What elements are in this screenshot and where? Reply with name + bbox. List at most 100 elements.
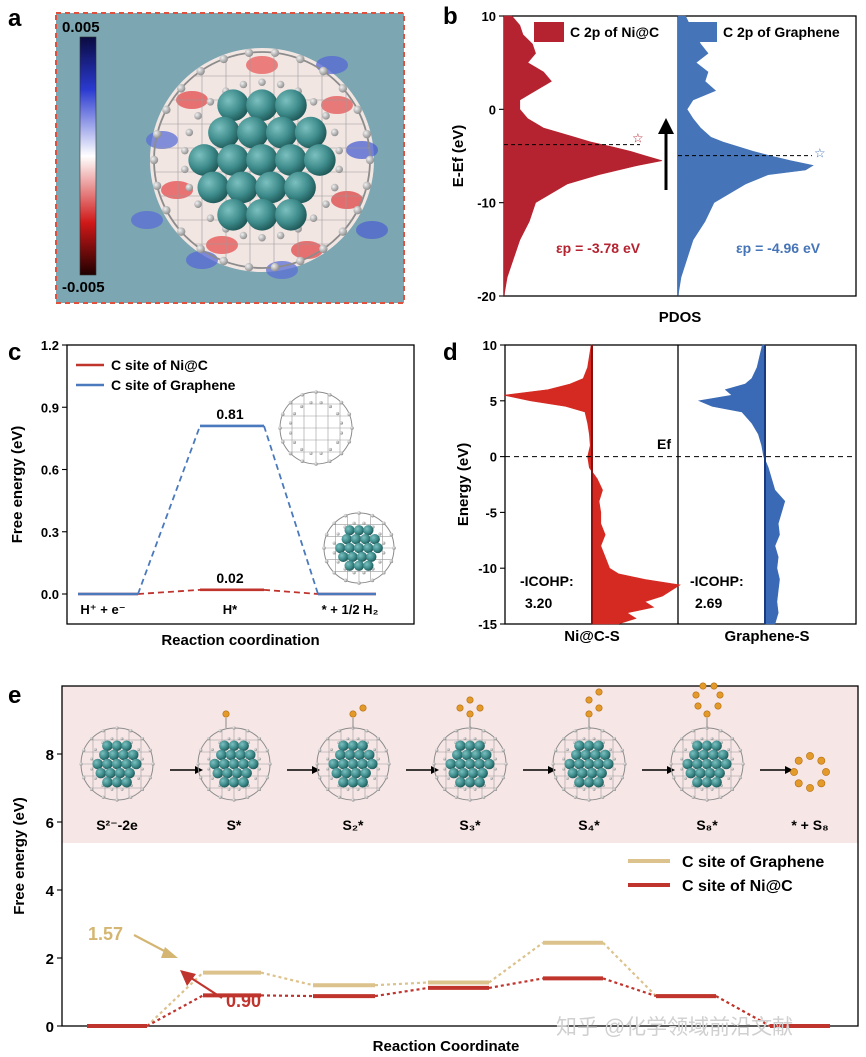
carbon-atom (332, 570, 337, 575)
carbon-atom (442, 787, 447, 792)
carbon-atom (501, 748, 505, 752)
graphene-cage-structure (278, 390, 354, 466)
y-tick-label-c: 0.0 (41, 587, 59, 602)
carbon-atom (328, 447, 333, 452)
carbon-atom (79, 762, 83, 766)
energy-connector-graphene (488, 941, 544, 984)
ni-atom (590, 749, 601, 761)
carbon-atom (362, 571, 366, 575)
category-label-e: S* (227, 817, 242, 833)
carbon-atom (443, 767, 447, 771)
carbon-atom (325, 787, 330, 792)
carbon-atom (276, 231, 285, 240)
carbon-atom (327, 459, 332, 464)
category-label-e: S₃* (459, 817, 481, 833)
carbon-atom (493, 787, 498, 792)
carbon-atom (129, 795, 133, 799)
ni-atom (225, 749, 237, 761)
ni-atom (354, 749, 365, 761)
carbon-atom (730, 787, 735, 792)
carbon-atom (151, 762, 155, 766)
ni-atom (363, 560, 374, 571)
carbon-atom (90, 767, 94, 771)
carbon-atom (592, 737, 596, 741)
shift-arrow-head (658, 118, 674, 134)
ni-atom (217, 198, 249, 231)
ni-atom (275, 89, 307, 122)
x-axis-label-c: Reaction coordination (161, 632, 319, 649)
ni-atom (92, 758, 103, 770)
x-category-nic: Ni@C-S (564, 628, 619, 645)
ni-atom (721, 758, 732, 770)
ni-atom (216, 749, 227, 761)
carbon-atom (351, 798, 355, 802)
carbon-atom (246, 729, 250, 733)
ni-atom (102, 758, 113, 770)
energy-connector-nic (602, 977, 657, 998)
carbon-atom (454, 795, 458, 799)
ni-atom (188, 144, 220, 176)
step-arrow-head (195, 766, 203, 774)
carbon-atom (370, 578, 375, 583)
carbon-atom (292, 411, 297, 416)
charge-density-lobe (356, 221, 388, 239)
carbon-atom (322, 112, 330, 120)
ni-atom (461, 749, 473, 761)
ni-atom (455, 776, 466, 788)
category-label-e: * + S₈ (791, 817, 828, 833)
step-arrow-head (785, 766, 793, 774)
ni-atom (599, 749, 611, 761)
carbon-atom (346, 737, 350, 741)
energy-connector-graphene (146, 971, 204, 1027)
carbon-atom (582, 737, 586, 741)
ni-atom (567, 767, 579, 779)
carbon-atom (314, 462, 318, 466)
charge-density-lobe (146, 131, 178, 149)
carbon-atom (268, 762, 272, 766)
y-tick-label-e: 6 (46, 815, 54, 832)
carbon-atom (339, 400, 344, 405)
carbon-atom (337, 729, 341, 733)
carbon-atom (335, 440, 340, 445)
sulfur-atom (790, 768, 798, 776)
y-tick-label-d: -10 (478, 561, 497, 576)
carbon-atom (710, 737, 714, 741)
sulfur-atom (692, 691, 700, 699)
carbon-atom (337, 795, 341, 799)
y-axis-label-d: Energy (eV) (455, 443, 472, 526)
carbon-atom (149, 155, 159, 165)
carbon-atom (700, 737, 704, 741)
carbon-atom (219, 256, 228, 266)
energy-connector-graphene (263, 425, 319, 595)
ni-atom (341, 533, 352, 545)
y-tick-label-c: 0.3 (41, 525, 59, 540)
carbon-atom (680, 757, 684, 761)
carbon-atom (382, 551, 386, 555)
carbon-atom (315, 762, 319, 766)
carbon-atom (244, 48, 254, 57)
ni-atom (464, 758, 476, 770)
carbon-atom (691, 729, 695, 733)
carbon-atom (328, 404, 333, 409)
carbon-atom (473, 737, 477, 741)
plot-frame-c (66, 344, 415, 625)
y-tick-label-b: 10 (482, 9, 496, 24)
carbon-atom (280, 412, 285, 417)
carbon-atom (332, 521, 337, 526)
carbon-atom (120, 737, 124, 741)
legend-label-graphene: C site of Graphene (111, 377, 236, 393)
charge-density-lobe (186, 251, 218, 269)
ni-atom (121, 740, 132, 752)
carbon-atom (322, 546, 326, 550)
carbon-atom (463, 737, 467, 741)
carbon-atom (327, 392, 332, 397)
carbon-atom (370, 513, 375, 518)
sulfur-atom (595, 704, 603, 712)
carbon-atom (566, 748, 569, 752)
carbon-atom (288, 421, 293, 425)
carbon-atom (623, 762, 627, 766)
carbon-atom (199, 748, 203, 752)
carbon-atom (501, 776, 505, 780)
carbon-atom (432, 762, 436, 766)
energy-connector-nic (137, 588, 201, 595)
